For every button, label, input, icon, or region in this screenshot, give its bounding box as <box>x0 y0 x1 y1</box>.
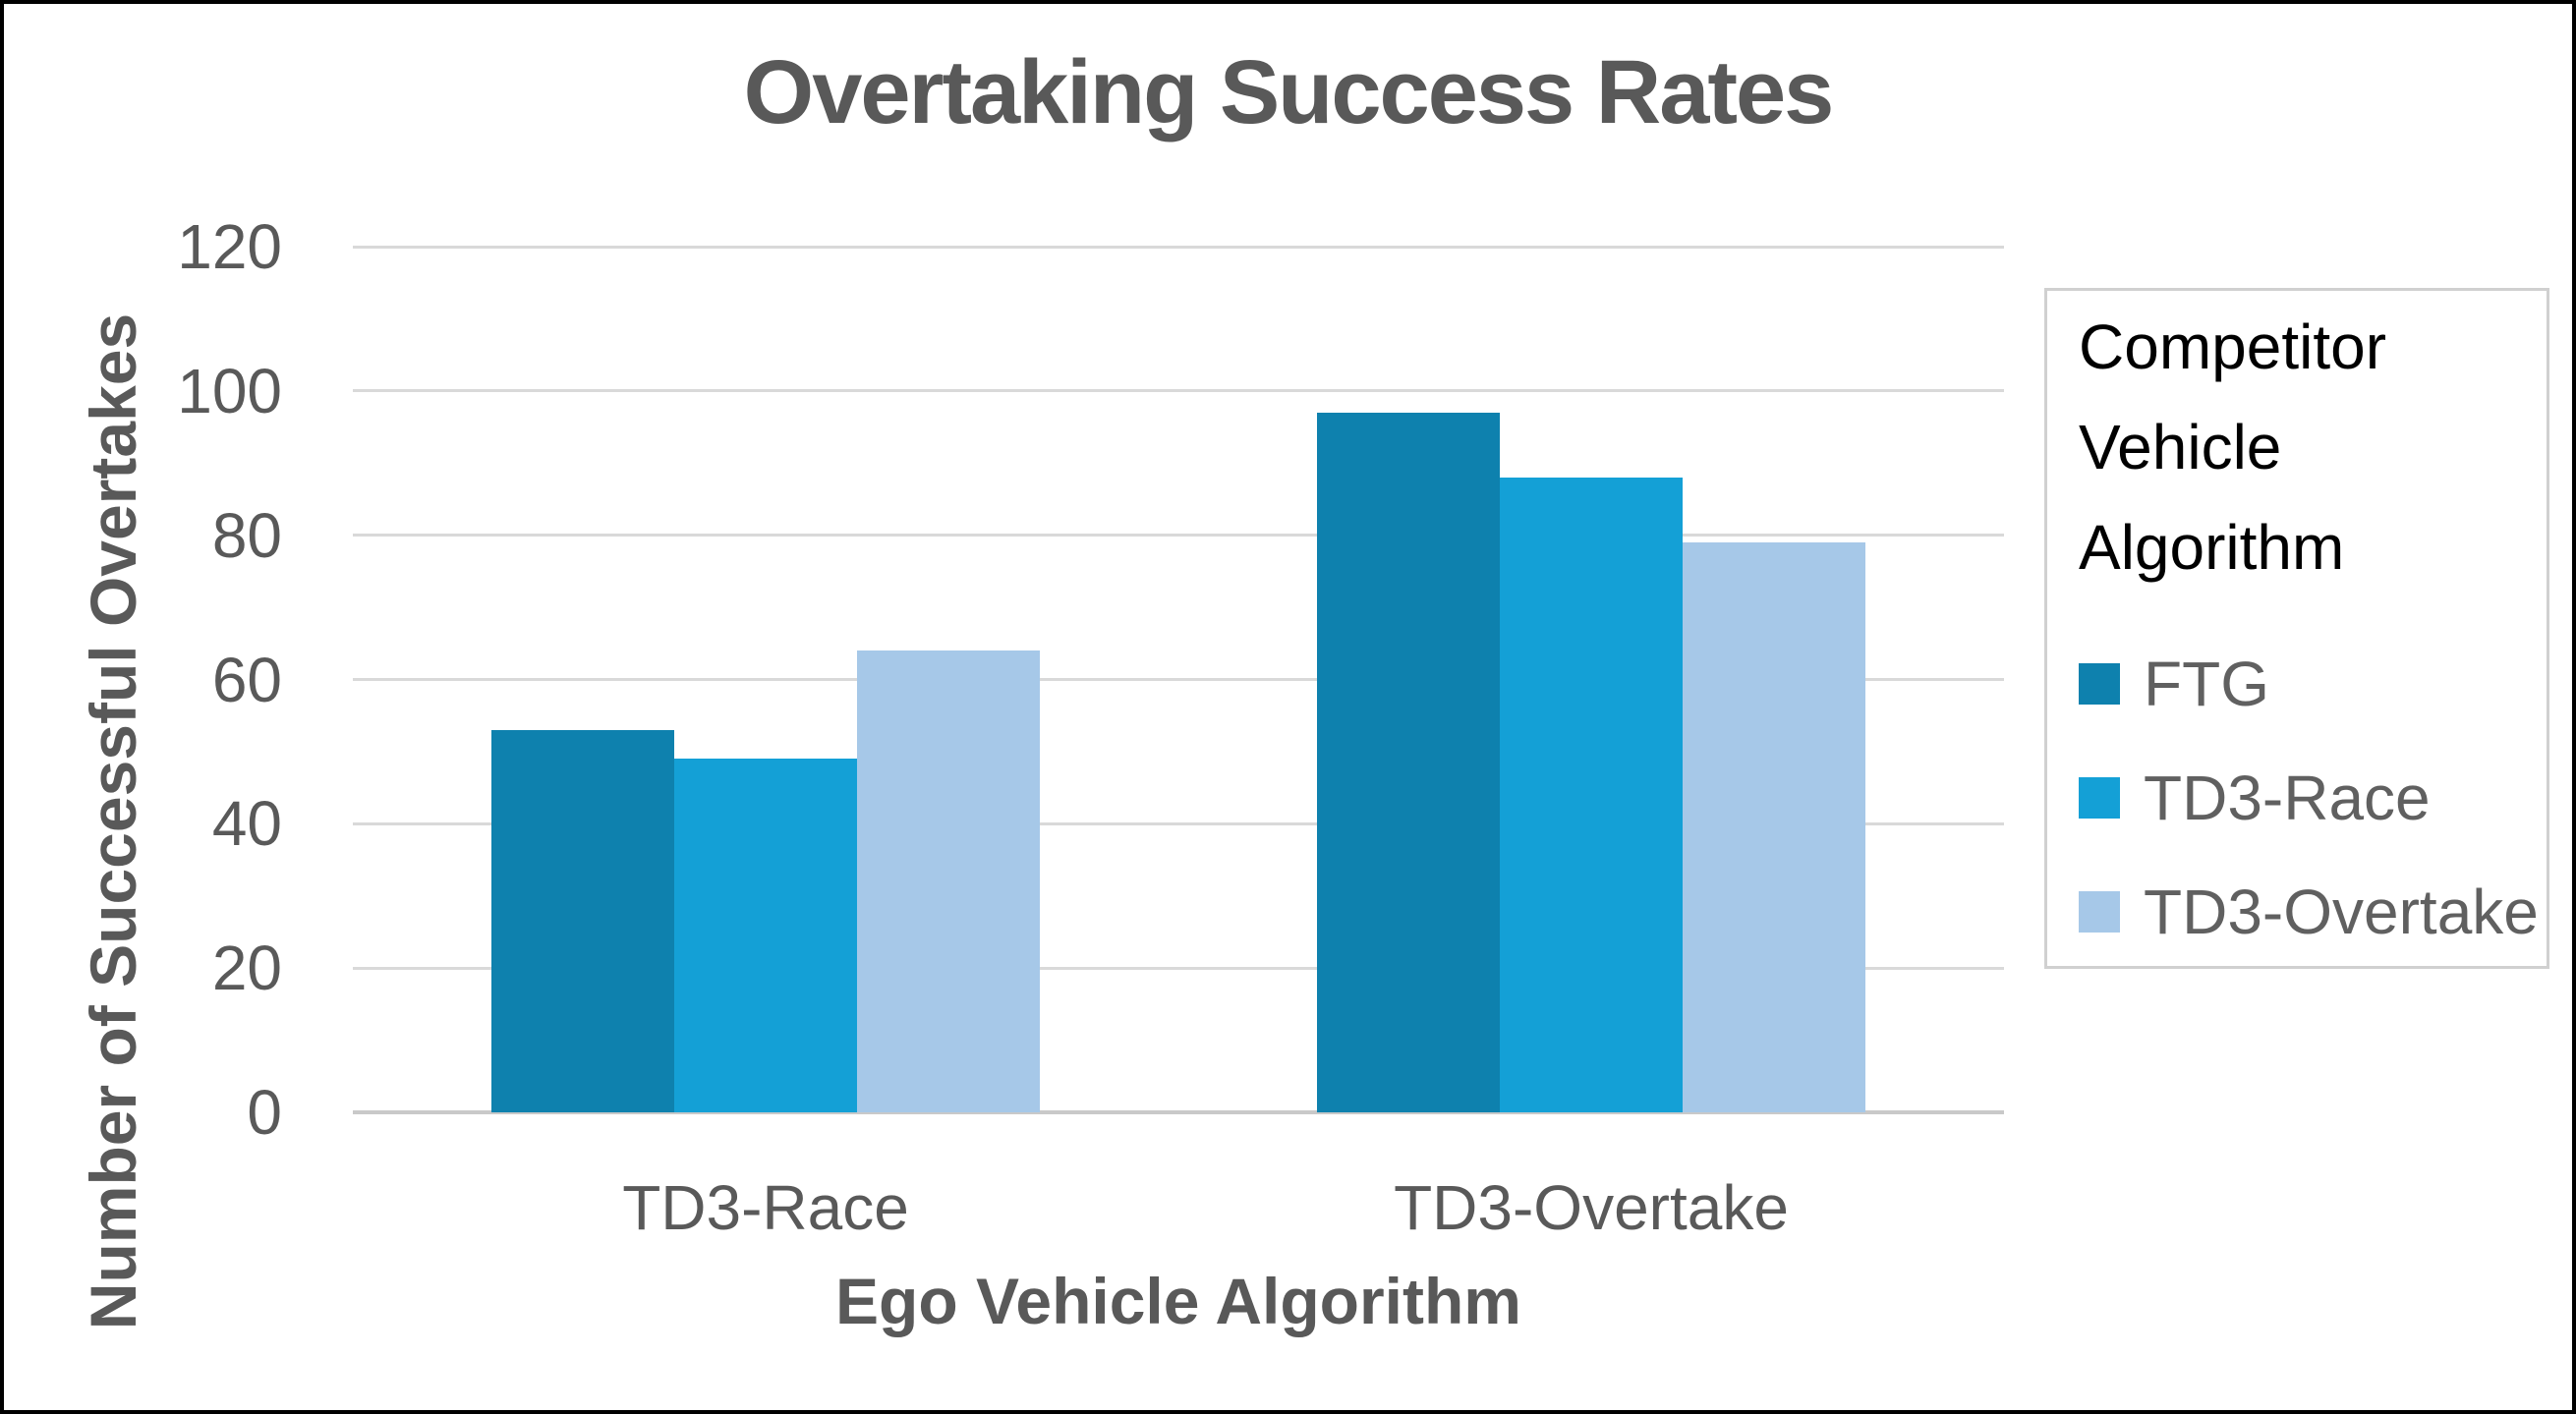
y-tick-label: 60 <box>211 644 282 715</box>
bar-group-TD3-Race <box>491 247 1040 1112</box>
gridline-20 <box>353 966 2004 970</box>
chart-title: Overtaking Success Rates <box>743 42 1835 142</box>
legend: Competitor Vehicle Algorithm FTG TD3-Race… <box>2044 288 2549 969</box>
legend-item-label: FTG <box>2144 649 2269 719</box>
gridline-60 <box>353 678 2004 681</box>
bar-TD3-Race-TD3-Race <box>674 759 857 1112</box>
x-category-label-TD3-Race: TD3-Race <box>622 1172 909 1243</box>
legend-items: FTG TD3-Race TD3-Overtake <box>2079 627 2547 969</box>
legend-swatch-FTG <box>2079 663 2120 705</box>
y-tick-label: 80 <box>211 499 282 571</box>
y-tick-label: 100 <box>177 355 282 426</box>
bar-TD3-Overtake-FTG <box>1317 412 1500 1112</box>
y-tick-label: 40 <box>211 788 282 860</box>
legend-swatch-TD3-Overtake <box>2079 891 2120 933</box>
gridline-80 <box>353 534 2004 537</box>
bar-TD3-Race-TD3-Overtake <box>857 650 1040 1112</box>
legend-title: Competitor Vehicle Algorithm <box>2079 311 2386 583</box>
legend-item-TD3-Race: TD3-Race <box>2079 741 2547 855</box>
bar-group-TD3-Overtake <box>1317 247 1865 1112</box>
legend-item-TD3-Overtake: TD3-Overtake <box>2079 855 2547 969</box>
bar-TD3-Overtake-TD3-Race <box>1500 477 1683 1112</box>
gridline-40 <box>353 821 2004 825</box>
gridline-100 <box>353 389 2004 393</box>
bar-TD3-Overtake-TD3-Overtake <box>1683 542 1865 1112</box>
y-tick-label: 20 <box>211 933 282 1004</box>
y-tick-label: 120 <box>177 211 282 282</box>
y-tick-label: 0 <box>247 1077 282 1148</box>
x-category-label-TD3-Overtake: TD3-Overtake <box>1394 1172 1789 1243</box>
legend-item-label: TD3-Race <box>2144 763 2431 833</box>
legend-item-FTG: FTG <box>2079 627 2547 741</box>
gridline-120 <box>353 245 2004 249</box>
bar-TD3-Race-FTG <box>491 729 674 1112</box>
legend-item-label: TD3-Overtake <box>2144 877 2539 947</box>
plot-area <box>353 245 2004 1114</box>
x-axis-title: Ego Vehicle Algorithm <box>835 1265 1521 1337</box>
x-axis-line <box>353 1110 2004 1114</box>
legend-swatch-TD3-Race <box>2079 777 2120 819</box>
